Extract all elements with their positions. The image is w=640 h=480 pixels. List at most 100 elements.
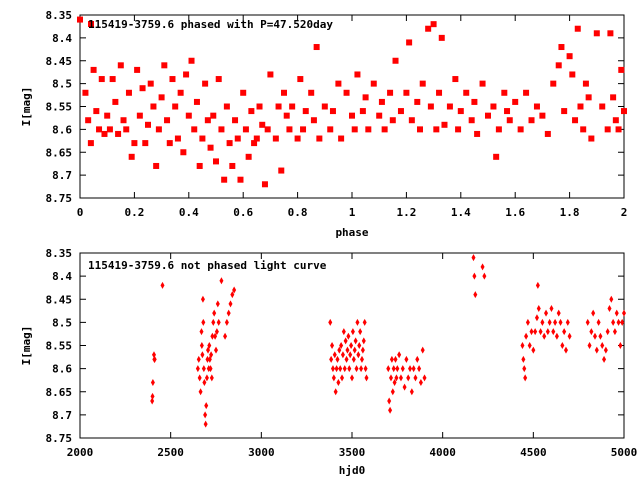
data-point bbox=[153, 162, 160, 169]
data-point bbox=[350, 374, 354, 382]
data-point bbox=[542, 332, 547, 340]
y-tick-label: 8.35 bbox=[46, 247, 73, 260]
data-point bbox=[228, 300, 233, 308]
data-point bbox=[346, 332, 351, 340]
data-point bbox=[387, 397, 392, 405]
data-point bbox=[381, 126, 388, 133]
y-tick-label: 8.7 bbox=[52, 169, 72, 182]
data-point bbox=[411, 365, 416, 373]
data-point bbox=[328, 318, 333, 326]
data-point bbox=[389, 355, 394, 363]
x-tick-label: 1.2 bbox=[396, 206, 416, 219]
data-point bbox=[207, 342, 212, 349]
data-point bbox=[350, 328, 355, 336]
data-point bbox=[523, 374, 528, 382]
data-point bbox=[567, 332, 572, 340]
data-point bbox=[593, 30, 600, 37]
data-point bbox=[539, 112, 546, 119]
x-tick-label: 2 bbox=[621, 206, 628, 219]
data-point bbox=[358, 328, 363, 336]
data-point bbox=[540, 318, 545, 326]
data-point bbox=[261, 181, 268, 188]
data-point bbox=[240, 89, 247, 96]
data-point bbox=[556, 309, 561, 317]
data-point bbox=[109, 76, 116, 83]
data-point bbox=[209, 374, 214, 382]
data-point bbox=[359, 365, 364, 373]
data-point bbox=[419, 80, 426, 87]
data-point bbox=[283, 112, 290, 119]
data-point bbox=[622, 309, 626, 317]
data-point bbox=[572, 117, 579, 124]
data-point bbox=[204, 117, 211, 124]
data-point bbox=[316, 135, 323, 142]
x-tick-label: 3000 bbox=[248, 446, 275, 459]
data-point bbox=[332, 351, 337, 359]
data-point bbox=[472, 272, 477, 280]
data-point bbox=[331, 374, 336, 382]
data-point bbox=[523, 89, 530, 96]
data-point bbox=[455, 126, 462, 133]
data-point bbox=[393, 355, 398, 363]
data-point bbox=[219, 277, 224, 285]
data-point bbox=[210, 332, 215, 340]
data-point bbox=[259, 121, 266, 128]
data-point bbox=[359, 355, 364, 363]
data-point bbox=[356, 351, 361, 359]
data-point bbox=[174, 135, 181, 142]
data-point bbox=[561, 108, 568, 115]
data-point bbox=[427, 103, 434, 110]
data-point bbox=[422, 374, 427, 382]
data-point bbox=[142, 140, 149, 147]
data-point bbox=[82, 89, 89, 96]
data-point bbox=[329, 108, 336, 115]
data-point bbox=[351, 126, 358, 133]
data-point bbox=[452, 76, 459, 83]
data-point bbox=[512, 98, 519, 105]
data-point bbox=[248, 108, 255, 115]
data-point bbox=[392, 57, 399, 64]
data-point bbox=[544, 309, 549, 317]
data-point bbox=[172, 103, 179, 110]
y-tick-label: 8.55 bbox=[46, 101, 73, 114]
data-point bbox=[588, 135, 595, 142]
data-point bbox=[585, 318, 590, 326]
y-tick-label: 8.35 bbox=[46, 9, 73, 22]
data-point bbox=[409, 388, 414, 396]
data-point bbox=[580, 126, 587, 133]
data-point bbox=[360, 346, 365, 354]
x-tick-label: 2000 bbox=[67, 446, 94, 459]
data-point bbox=[574, 25, 581, 32]
data-point bbox=[112, 98, 119, 105]
data-point bbox=[136, 112, 143, 119]
data-point bbox=[147, 80, 154, 87]
data-point bbox=[164, 117, 171, 124]
data-point bbox=[211, 318, 216, 326]
data-point bbox=[611, 318, 616, 326]
data-point bbox=[281, 89, 287, 96]
data-point bbox=[353, 337, 358, 345]
data-point bbox=[199, 135, 206, 142]
data-point bbox=[308, 89, 315, 96]
data-point bbox=[123, 126, 130, 133]
data-point bbox=[474, 130, 481, 137]
data-point bbox=[150, 392, 155, 400]
data-point bbox=[598, 332, 603, 340]
data-point bbox=[620, 318, 625, 326]
data-point bbox=[294, 135, 301, 142]
y-tick-label: 8.4 bbox=[52, 270, 72, 283]
data-point bbox=[210, 112, 217, 119]
x-tick-label: 1 bbox=[349, 206, 356, 219]
data-point bbox=[618, 342, 623, 349]
x-tick-label: 0.2 bbox=[124, 206, 144, 219]
data-point bbox=[214, 346, 218, 354]
chart-panel-1: 8.35 8.4 8.45 8.5 8.55 8.6 8.65 8.7 8.75 0 0.2 0.4 0… bbox=[20, 9, 627, 239]
data-point bbox=[104, 112, 111, 119]
data-point bbox=[533, 328, 538, 336]
data-point bbox=[408, 365, 413, 373]
data-point bbox=[495, 126, 502, 133]
data-point bbox=[618, 66, 625, 73]
data-point bbox=[204, 402, 209, 410]
data-point bbox=[341, 328, 346, 336]
